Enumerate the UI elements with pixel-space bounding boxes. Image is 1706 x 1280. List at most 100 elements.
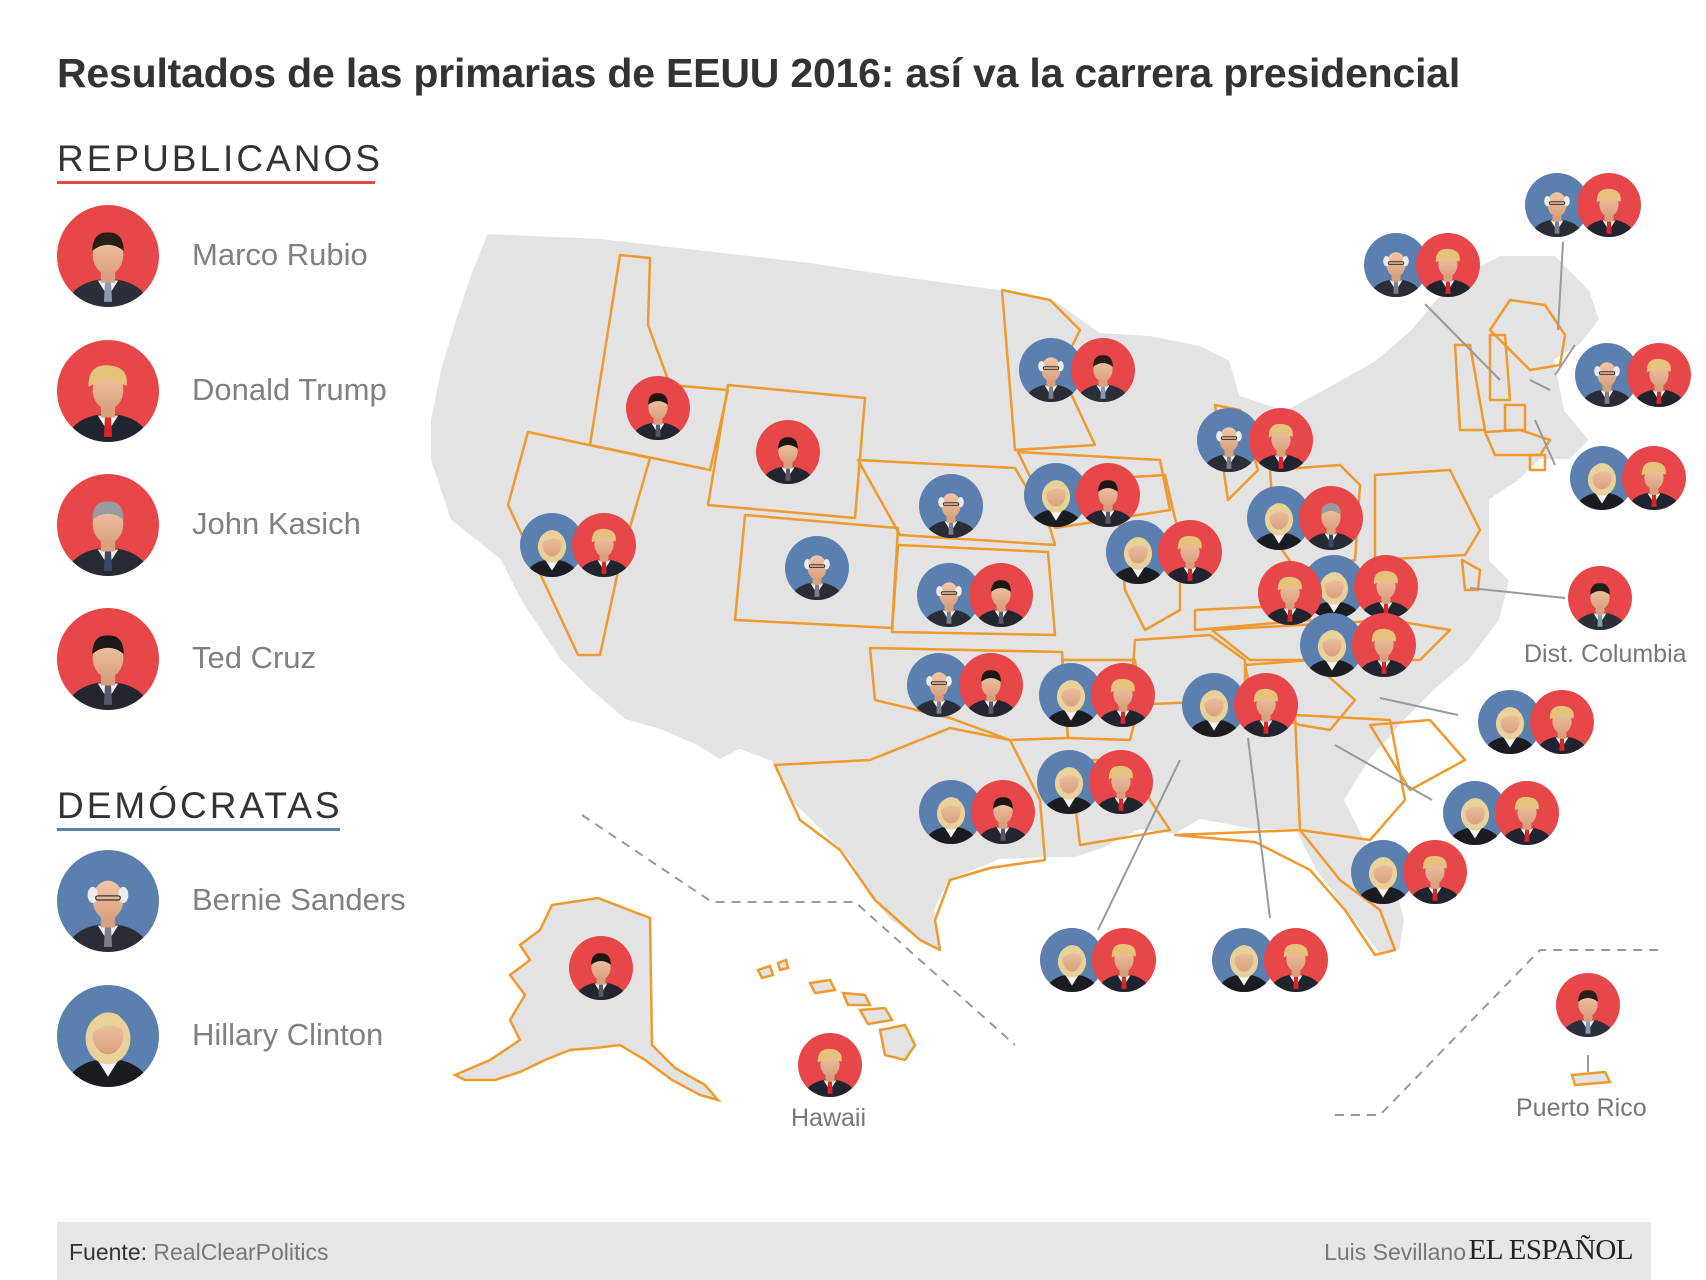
clinton-avatar <box>919 780 983 844</box>
state-result-marker <box>917 563 1033 627</box>
cruz-avatar <box>971 780 1035 844</box>
state-result-marker <box>1019 338 1135 402</box>
trump-avatar <box>1258 561 1322 625</box>
clinton-avatar <box>1478 690 1542 754</box>
dc-label: Dist. Columbia <box>1524 640 1687 668</box>
state-result-marker <box>756 420 820 484</box>
clinton-avatar <box>57 985 159 1087</box>
source-label: Fuente: <box>69 1239 147 1265</box>
cruz-avatar <box>57 608 159 710</box>
clinton-avatar <box>1040 928 1104 992</box>
cruz-avatar <box>569 936 633 1000</box>
democrats-heading: DEMÓCRATAS <box>57 785 343 826</box>
sanders-avatar <box>57 850 159 952</box>
publisher-logo: EL ESPAÑOL <box>1468 1234 1634 1266</box>
state-result-marker <box>520 513 636 577</box>
legend-name-rubio: Marco Rubio <box>192 237 368 272</box>
trump-avatar <box>1234 673 1298 737</box>
state-result-marker <box>1443 781 1559 845</box>
state-result-marker <box>919 780 1035 844</box>
inset-dividers <box>581 814 1660 1116</box>
sanders-avatar <box>917 563 981 627</box>
trump-avatar <box>57 340 159 442</box>
clinton-avatar <box>1247 486 1311 550</box>
state-result-marker <box>1568 566 1632 630</box>
trump-avatar <box>1622 446 1686 510</box>
sanders-avatar <box>1197 408 1261 472</box>
trump-avatar <box>1092 928 1156 992</box>
trump-avatar <box>1264 928 1328 992</box>
kasich-avatar <box>57 474 159 576</box>
state-result-marker <box>1040 928 1156 992</box>
legend-item-trump: Donald Trump <box>57 340 437 442</box>
rubio-avatar <box>1071 338 1135 402</box>
sanders-avatar <box>919 474 983 538</box>
trump-avatar <box>798 1033 862 1097</box>
state-result-marker <box>1247 486 1363 550</box>
state-result-marker <box>798 1033 862 1097</box>
republicans-underline <box>57 181 375 184</box>
trump-avatar <box>1577 173 1641 237</box>
cruz-avatar <box>969 563 1033 627</box>
trump-avatar <box>1403 840 1467 904</box>
state-result-marker <box>569 936 633 1000</box>
state-result-marker <box>1212 928 1328 992</box>
state-result-marker <box>1037 750 1153 814</box>
clinton-avatar <box>1570 446 1634 510</box>
sanders-avatar <box>785 536 849 600</box>
trump-avatar <box>1089 750 1153 814</box>
source-value: RealClearPolitics <box>153 1239 329 1265</box>
state-result-marker <box>1258 561 1322 625</box>
cruz-avatar <box>1076 463 1140 527</box>
cruz-avatar <box>756 420 820 484</box>
trump-avatar <box>1495 781 1559 845</box>
clinton-avatar <box>1182 673 1246 737</box>
sanders-avatar <box>1019 338 1083 402</box>
state-result-marker <box>1364 233 1480 297</box>
trump-avatar <box>572 513 636 577</box>
trump-avatar <box>1416 233 1480 297</box>
footer: Fuente: RealClearPolitics Luis Sevillano… <box>57 1222 1651 1280</box>
state-result-marker <box>1182 673 1298 737</box>
sanders-avatar <box>1364 233 1428 297</box>
state-result-marker <box>1300 613 1416 677</box>
clinton-avatar <box>1037 750 1101 814</box>
alaska-shape <box>452 896 722 1103</box>
puerto-rico-shape <box>1570 1070 1612 1087</box>
map-avatars <box>520 173 1691 1097</box>
republicans-heading: REPUBLICANOS <box>57 138 383 179</box>
sanders-avatar <box>1525 173 1589 237</box>
cruz-avatar <box>959 653 1023 717</box>
trump-avatar <box>1530 690 1594 754</box>
cruz-avatar <box>626 376 690 440</box>
state-result-marker <box>1570 446 1686 510</box>
author: Luis Sevillano <box>1324 1239 1466 1265</box>
legend-item-cruz: Ted Cruz <box>57 608 437 710</box>
sanders-avatar <box>907 653 971 717</box>
sanders-avatar <box>57 850 159 952</box>
state-result-marker <box>1575 343 1691 407</box>
legend-name-cruz: Ted Cruz <box>192 640 317 675</box>
state-result-marker <box>626 376 690 440</box>
legend-name-sanders: Bernie Sanders <box>192 882 406 917</box>
rubio-avatar <box>1556 973 1620 1037</box>
clinton-avatar <box>1300 613 1364 677</box>
trump-avatar <box>1249 408 1313 472</box>
sanders-avatar <box>1575 343 1639 407</box>
state-result-marker <box>785 536 849 600</box>
trump-avatar <box>1158 520 1222 584</box>
clinton-avatar <box>520 513 584 577</box>
rubio-avatar <box>1568 566 1632 630</box>
clinton-avatar <box>1351 840 1415 904</box>
state-result-marker <box>1478 690 1594 754</box>
hawaii-label: Hawaii <box>791 1104 867 1132</box>
legend-name-trump: Donald Trump <box>192 372 387 407</box>
source: Fuente: RealClearPolitics <box>69 1239 329 1266</box>
legend-item-clinton: Hillary Clinton <box>57 985 437 1087</box>
state-result-marker <box>1024 463 1140 527</box>
state-result-marker <box>1302 555 1418 619</box>
state-result-marker <box>1556 973 1620 1037</box>
state-result-marker <box>1197 408 1313 472</box>
hawaii-islands <box>756 958 917 1062</box>
rubio-avatar <box>57 205 159 307</box>
